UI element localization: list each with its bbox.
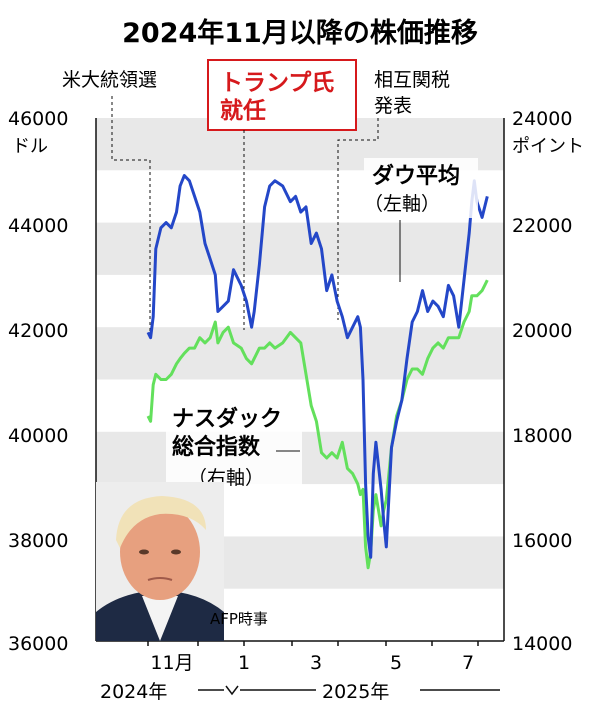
left-tick-label: 44000 [8, 215, 68, 237]
photo-credit: AFP時事 [210, 610, 268, 628]
dow-series-line [146, 174, 489, 559]
left-tick-label: 36000 [8, 633, 68, 655]
right-tick-label: 24000 [512, 108, 572, 130]
photo-collar [142, 596, 178, 641]
year-label-2024: 2024年 [100, 681, 167, 703]
x-tick-label: 1 [238, 652, 250, 674]
nasdaq-series-label: ナスダック総合指数 [172, 406, 282, 460]
chart-title: 2024年11月以降の株価推移 [122, 17, 478, 49]
nasdaq-label-bg [166, 400, 302, 492]
nasdaq-label-group: ナスダック総合指数 （右軸） [166, 400, 302, 492]
dow-axis-note: （左軸） [364, 193, 440, 215]
nasdaq-series-line [146, 279, 489, 570]
grid-band [96, 222, 504, 275]
left-axis-unit: ドル [12, 136, 48, 157]
dow-series-label: ダウ平均 [372, 163, 460, 189]
series-layer [146, 174, 489, 570]
event-leader-election [111, 96, 151, 340]
left-ticks: 46000 44000 42000 40000 38000 36000 [8, 108, 68, 655]
event-tariffs: 相互関税発表 [337, 69, 450, 320]
event-label-inauguration: トランプ氏就任 [220, 70, 334, 124]
year-break-mark [225, 685, 239, 696]
photo-eye [139, 549, 149, 555]
dow-label-bg [364, 158, 478, 218]
left-tick-label: 40000 [8, 425, 68, 447]
event-label-tariffs: 相互関税発表 [374, 69, 450, 117]
right-ticks: 24000 22000 20000 18000 16000 14000 [512, 108, 572, 655]
x-ticks: 11月 1 3 5 7 [147, 641, 479, 674]
event-label-election: 米大統領選 [62, 69, 157, 91]
right-tick-label: 18000 [512, 425, 572, 447]
photo-mouth [147, 577, 173, 581]
left-tick-label: 38000 [8, 530, 68, 552]
inauguration-box [207, 59, 357, 131]
right-tick-label: 22000 [512, 215, 572, 237]
dow-label-group: ダウ平均 （左軸） [364, 158, 478, 282]
left-tick-label: 42000 [8, 320, 68, 342]
event-election: 米大統領選 [62, 69, 157, 340]
grid-band [96, 327, 504, 380]
right-tick-label: 20000 [512, 320, 572, 342]
x-tick-label: 3 [310, 652, 322, 674]
x-tick-label: 7 [462, 652, 474, 674]
year-label-2025: 2025年 [322, 681, 389, 703]
portrait-photo [96, 482, 224, 641]
x-tick-label: 5 [390, 652, 402, 674]
left-tick-label: 46000 [8, 108, 68, 130]
right-tick-label: 14000 [512, 633, 572, 655]
event-inauguration: トランプ氏就任 [207, 59, 357, 330]
photo-hair [116, 496, 206, 548]
event-leader-tariffs [337, 118, 379, 320]
photo-face [120, 504, 200, 600]
photo-eye [171, 549, 181, 555]
right-tick-label: 16000 [512, 530, 572, 552]
x-tick-label: 11月 [150, 652, 193, 674]
year-row: 2024年 2025年 [100, 681, 500, 703]
right-axis-unit: ポイント [512, 136, 584, 157]
